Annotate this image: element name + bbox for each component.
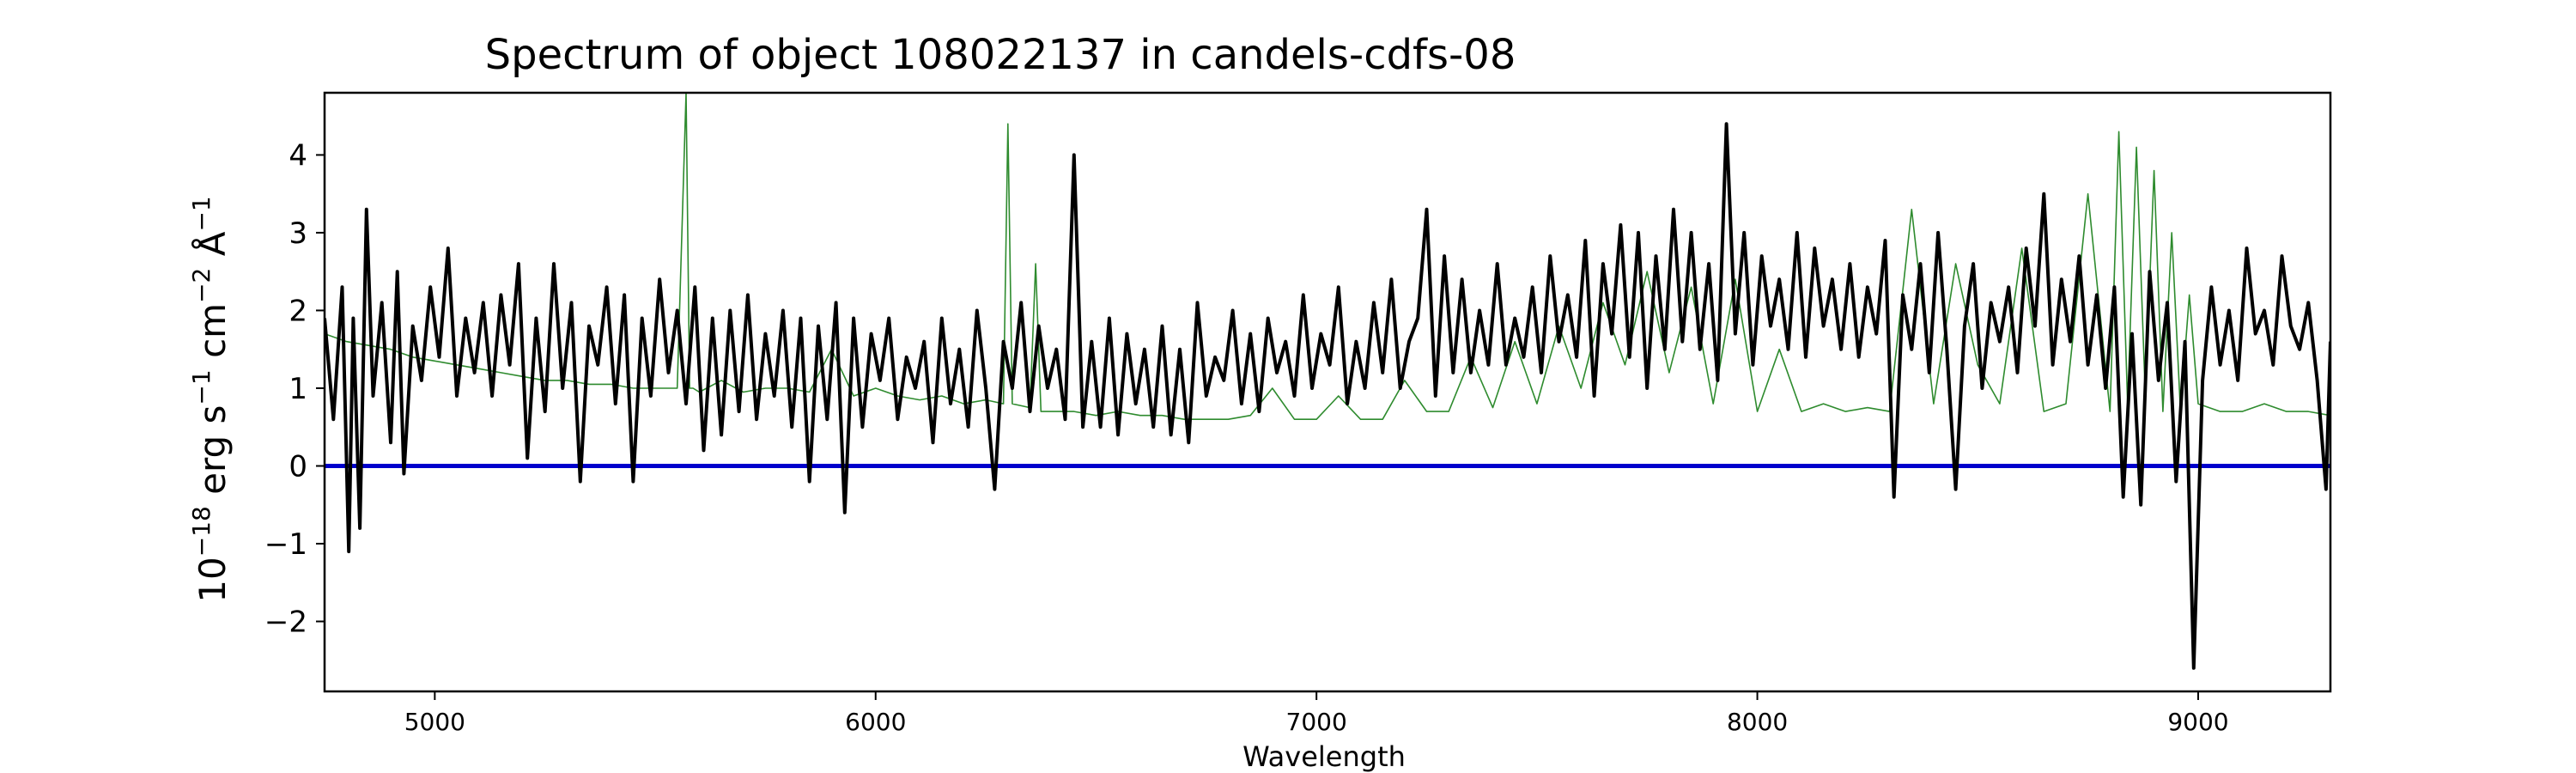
noise-series-line — [325, 93, 2330, 421]
ylabel-unit1: erg s — [191, 405, 234, 507]
x-tick-label: 7000 — [1286, 708, 1347, 736]
y-tick-label: 2 — [289, 294, 307, 328]
x-axis-label: Wavelength — [1242, 740, 1406, 773]
y-tick-label: 3 — [289, 216, 307, 251]
y-ticks: −2 −1 0 1 2 3 4 — [264, 138, 325, 640]
flux-series-line — [325, 122, 2330, 670]
ylabel-exp1: −1 — [187, 369, 216, 405]
chart-title: Spectrum of object 108022137 in candels-… — [485, 31, 1516, 79]
ylabel-exp: −18 — [187, 506, 216, 557]
ylabel-unit2: cm — [191, 303, 234, 369]
y-axis-label: 10−18 erg s−1 cm−2 Å−1 — [187, 196, 234, 602]
y-tick-label: 4 — [289, 138, 307, 173]
y-tick-label: −1 — [264, 527, 307, 562]
ylabel-exp3: −1 — [187, 196, 216, 231]
x-tick-label: 9000 — [2167, 708, 2228, 736]
plot-frame — [323, 91, 2332, 693]
y-tick-label: −2 — [264, 606, 307, 640]
ylabel-unit3: Å — [191, 231, 234, 267]
ylabel-exp2: −2 — [187, 268, 216, 303]
plot-area — [325, 93, 2330, 670]
x-tick-label: 5000 — [404, 708, 465, 736]
y-tick-label: 0 — [289, 449, 307, 484]
x-tick-label: 8000 — [1727, 708, 1788, 736]
x-ticks: 5000 6000 7000 8000 9000 — [404, 691, 2229, 736]
ylabel-base: 10 — [191, 557, 234, 602]
x-tick-label: 6000 — [845, 708, 906, 736]
y-tick-label: 1 — [289, 372, 307, 406]
